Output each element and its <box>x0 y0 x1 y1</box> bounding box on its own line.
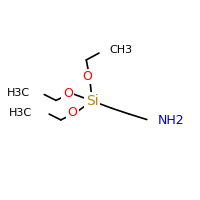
Text: NH2: NH2 <box>158 114 184 127</box>
Text: H3C: H3C <box>9 108 32 118</box>
Text: O: O <box>68 106 78 119</box>
Text: O: O <box>82 70 92 83</box>
Text: O: O <box>63 87 73 100</box>
Text: Si: Si <box>86 94 98 108</box>
Text: CH3: CH3 <box>110 45 133 55</box>
Text: H3C: H3C <box>6 88 30 98</box>
